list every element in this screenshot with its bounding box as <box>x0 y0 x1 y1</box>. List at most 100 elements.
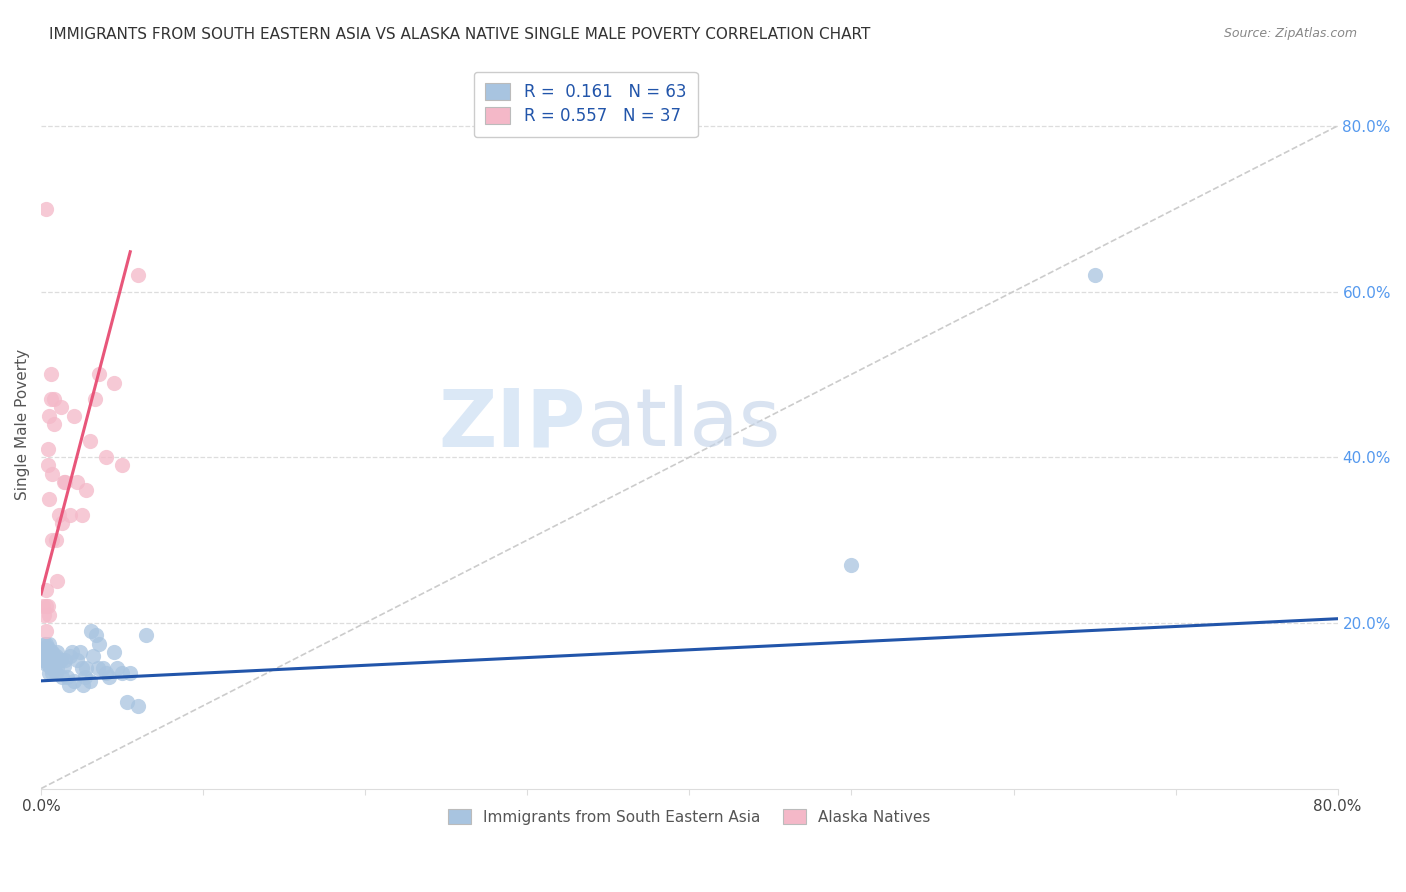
Point <box>135 628 157 642</box>
Point <box>41 653 63 667</box>
Point <box>37 442 59 456</box>
Point <box>42 648 65 663</box>
Point <box>42 661 65 675</box>
Point <box>31 599 53 614</box>
Point <box>42 417 65 431</box>
Point <box>94 665 117 680</box>
Point <box>45 648 67 663</box>
Point <box>48 508 70 523</box>
Point <box>69 645 91 659</box>
Point <box>49 401 72 415</box>
Point <box>35 582 58 597</box>
Point <box>105 661 128 675</box>
Point <box>87 661 110 675</box>
Point <box>89 368 111 382</box>
Point <box>41 665 63 680</box>
Point <box>41 645 63 659</box>
Point <box>66 653 89 667</box>
Point <box>37 599 59 614</box>
Point <box>80 624 103 639</box>
Point <box>46 645 69 659</box>
Point <box>39 645 62 659</box>
Point <box>38 409 60 423</box>
Point <box>111 665 134 680</box>
Point <box>35 657 58 672</box>
Point <box>59 508 82 523</box>
Point <box>48 653 70 667</box>
Point <box>31 645 53 659</box>
Point <box>38 607 60 622</box>
Point <box>46 661 69 675</box>
Point <box>52 659 75 673</box>
Point <box>38 491 60 506</box>
Point <box>89 636 111 650</box>
Point <box>62 409 84 423</box>
Point <box>35 636 58 650</box>
Point <box>94 450 117 465</box>
Point <box>41 533 63 547</box>
Point <box>37 640 59 655</box>
Point <box>127 268 149 282</box>
Point <box>60 645 83 659</box>
Legend: Immigrants from South Eastern Asia, Alaska Natives: Immigrants from South Eastern Asia, Alas… <box>437 798 942 836</box>
Point <box>127 698 149 713</box>
Point <box>46 574 69 589</box>
Point <box>37 648 59 663</box>
Point <box>84 628 107 642</box>
Point <box>59 648 82 663</box>
Text: atlas: atlas <box>586 385 780 463</box>
Y-axis label: Single Male Poverty: Single Male Poverty <box>15 349 30 500</box>
Point <box>52 475 75 489</box>
Point <box>103 376 125 390</box>
Point <box>35 645 58 659</box>
Point <box>34 636 56 650</box>
Point <box>1083 268 1105 282</box>
Point <box>39 368 62 382</box>
Point <box>41 467 63 481</box>
Point <box>70 661 93 675</box>
Point <box>42 392 65 407</box>
Point <box>98 670 121 684</box>
Point <box>83 392 105 407</box>
Point <box>55 475 77 489</box>
Point <box>38 665 60 680</box>
Point <box>31 653 53 667</box>
Point <box>91 661 114 675</box>
Point <box>51 670 73 684</box>
Point <box>841 558 863 572</box>
Point <box>45 533 67 547</box>
Point <box>34 640 56 655</box>
Point <box>56 670 79 684</box>
Point <box>34 645 56 659</box>
Point <box>35 648 58 663</box>
Point <box>82 648 104 663</box>
Point <box>39 392 62 407</box>
Point <box>34 653 56 667</box>
Point <box>58 678 80 692</box>
Point <box>34 607 56 622</box>
Point <box>73 670 96 684</box>
Point <box>38 636 60 650</box>
Point <box>72 678 94 692</box>
Point <box>66 475 89 489</box>
Point <box>55 653 77 667</box>
Point <box>35 624 58 639</box>
Point <box>111 458 134 473</box>
Point <box>45 665 67 680</box>
Text: Source: ZipAtlas.com: Source: ZipAtlas.com <box>1223 27 1357 40</box>
Point <box>79 673 101 688</box>
Point <box>38 653 60 667</box>
Point <box>70 508 93 523</box>
Point <box>76 483 98 498</box>
Point <box>115 694 138 708</box>
Point <box>39 661 62 675</box>
Point <box>38 645 60 659</box>
Point <box>35 202 58 216</box>
Point <box>37 657 59 672</box>
Text: ZIP: ZIP <box>439 385 586 463</box>
Point <box>103 645 125 659</box>
Point <box>35 599 58 614</box>
Point <box>79 434 101 448</box>
Text: IMMIGRANTS FROM SOUTH EASTERN ASIA VS ALASKA NATIVE SINGLE MALE POVERTY CORRELAT: IMMIGRANTS FROM SOUTH EASTERN ASIA VS AL… <box>49 27 870 42</box>
Point <box>39 653 62 667</box>
